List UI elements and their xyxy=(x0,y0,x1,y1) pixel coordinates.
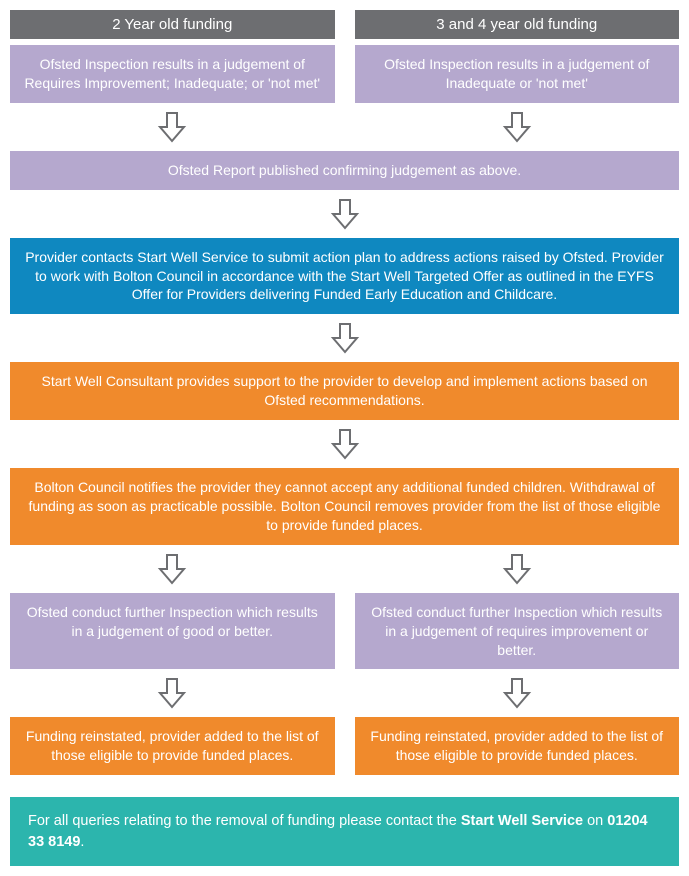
box-funding-reinstated-2yr: Funding reinstated, provider added to th… xyxy=(10,717,335,775)
arrow-down-icon xyxy=(355,675,680,711)
box-council-notifies: Bolton Council notifies the provider the… xyxy=(10,468,679,545)
box-action-plan: Provider contacts Start Well Service to … xyxy=(10,238,679,315)
arrow-down-icon xyxy=(355,551,680,587)
footer-service-name: Start Well Service xyxy=(461,813,583,829)
header-right: 3 and 4 year old funding xyxy=(355,10,680,39)
box-further-inspection-34yr: Ofsted conduct further Inspection which … xyxy=(355,593,680,670)
footer-text-suffix: . xyxy=(80,834,84,850)
box-report-published: Ofsted Report published confirming judge… xyxy=(10,151,679,190)
box-ofsted-judgement-34yr: Ofsted Inspection results in a judgement… xyxy=(355,45,680,103)
box-ofsted-judgement-2yr: Ofsted Inspection results in a judgement… xyxy=(10,45,335,103)
arrow-down-icon xyxy=(10,109,335,145)
arrow-down-icon xyxy=(355,109,680,145)
arrow-down-icon xyxy=(10,320,679,356)
box-funding-reinstated-34yr: Funding reinstated, provider added to th… xyxy=(355,717,680,775)
footer-text-mid: on xyxy=(583,813,607,829)
header-left: 2 Year old funding xyxy=(10,10,335,39)
box-consultant-support: Start Well Consultant provides support t… xyxy=(10,362,679,420)
arrow-down-icon xyxy=(10,675,335,711)
arrow-down-icon xyxy=(10,426,679,462)
footer-contact: For all queries relating to the removal … xyxy=(10,797,679,866)
footer-text-prefix: For all queries relating to the removal … xyxy=(28,813,461,829)
arrow-down-icon xyxy=(10,196,679,232)
arrow-down-icon xyxy=(10,551,335,587)
box-further-inspection-2yr: Ofsted conduct further Inspection which … xyxy=(10,593,335,670)
